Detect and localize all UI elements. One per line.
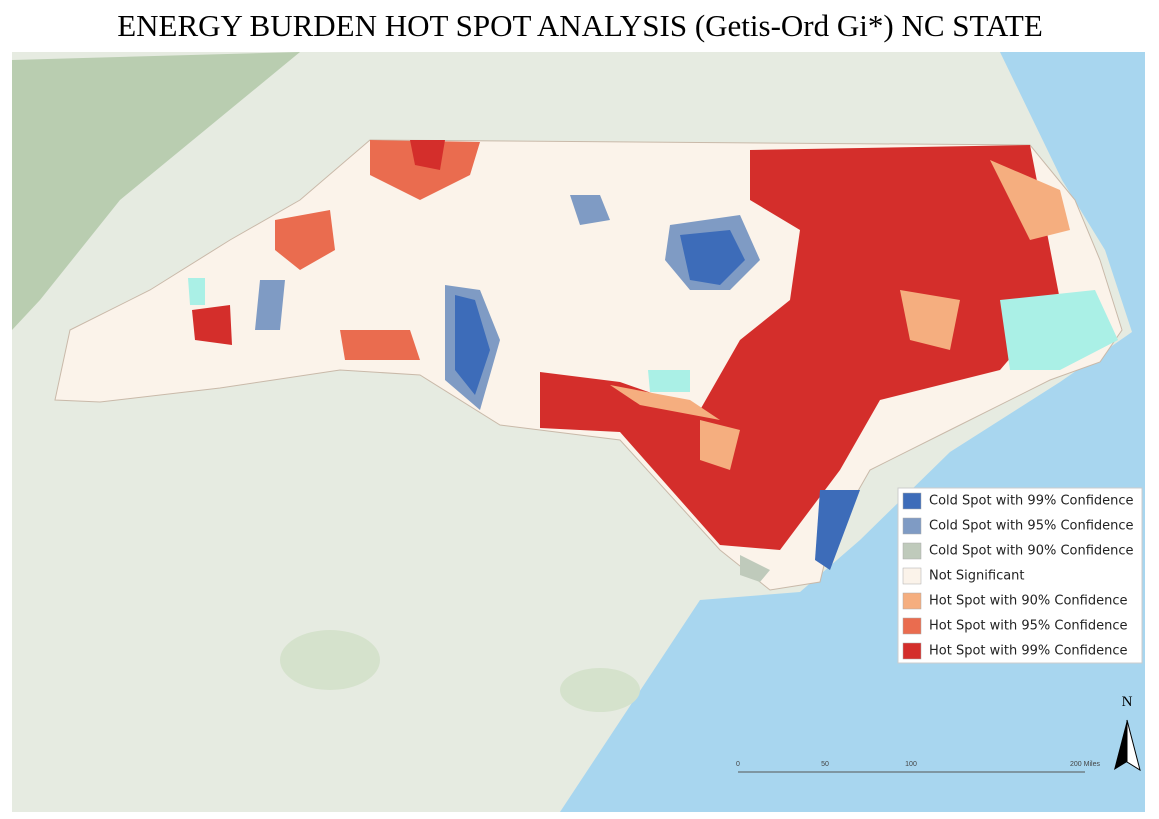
- legend-swatch: [902, 567, 922, 585]
- legend-swatch: [902, 492, 922, 510]
- legend-label: Cold Spot with 95% Confidence: [929, 519, 1134, 534]
- legend-swatch: [902, 542, 922, 560]
- legend: Cold Spot with 99% Confidence Cold Spot w…: [897, 487, 1143, 664]
- legend-label: Cold Spot with 90% Confidence: [929, 544, 1134, 559]
- scale-label: 50: [821, 761, 829, 768]
- scale-label: 0: [736, 761, 740, 768]
- scale-bar: 0 50 100 200 Miles: [736, 761, 1100, 773]
- legend-label: Hot Spot with 90% Confidence: [929, 594, 1127, 609]
- legend-label: Cold Spot with 99% Confidence: [929, 494, 1134, 509]
- legend-swatch: [902, 517, 922, 535]
- legend-box: [897, 487, 1143, 664]
- legend-label: Not Significant: [929, 569, 1025, 584]
- north-label: N: [1122, 694, 1133, 710]
- scale-label: 100: [905, 761, 917, 768]
- scale-label: 200 Miles: [1070, 761, 1100, 768]
- north-arrow: N: [1114, 694, 1141, 772]
- legend-swatch: [902, 642, 922, 660]
- legend-label: Hot Spot with 95% Confidence: [929, 619, 1127, 634]
- legend-label: Hot Spot with 99% Confidence: [929, 644, 1127, 659]
- map-title: ENERGY BURDEN HOT SPOT ANALYSIS (Getis-O…: [117, 8, 1043, 43]
- nc-state: [54, 139, 1123, 591]
- legend-items: Cold Spot with 99% Confidence Cold Spot w…: [902, 492, 1134, 660]
- legend-swatch: [902, 592, 922, 610]
- legend-swatch: [902, 617, 922, 635]
